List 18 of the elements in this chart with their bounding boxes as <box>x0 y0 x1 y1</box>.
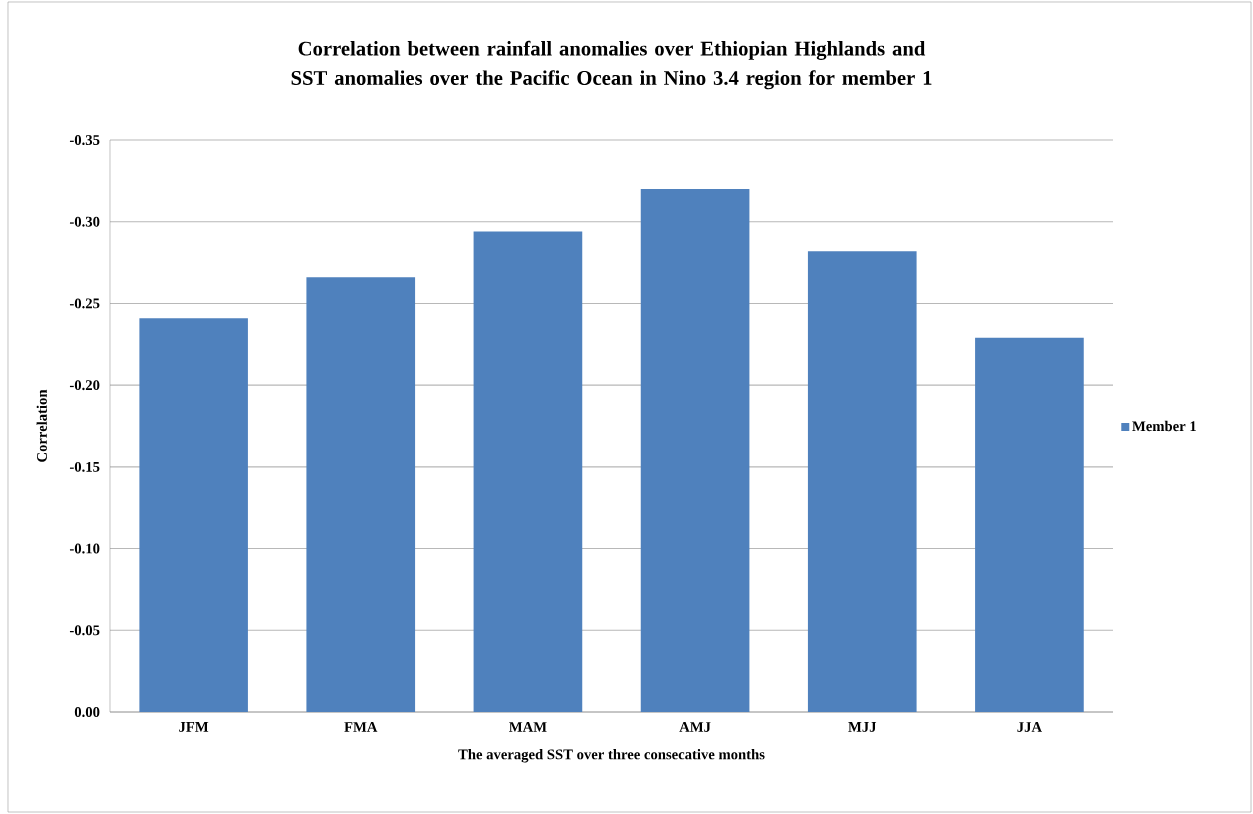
x-tick-label: MJJ <box>848 722 877 732</box>
chart-title: Correlation between rainfall anomalies over Ethiopian Highlands and SST anomalies over the Pacific Ocean in Nino 3.4 region for member 1 <box>291 40 932 90</box>
x-tick-label: FMA <box>344 722 378 732</box>
x-tick-label: AMJ <box>679 722 711 732</box>
y-tick-label: 0.00 <box>74 707 100 717</box>
x-tick-label: JFM <box>179 722 209 732</box>
x-tick-label: MAM <box>509 722 547 732</box>
y-tick-label: -0.30 <box>69 216 100 227</box>
y-tick-label: -0.15 <box>69 461 100 472</box>
y-tick-label: -0.20 <box>69 380 100 391</box>
y-axis-title: Correlation <box>36 389 47 462</box>
x-axis-title: The averaged SST over three consecative months <box>458 749 765 763</box>
x-tick-label: JJA <box>1017 722 1042 732</box>
y-tick-label: -0.35 <box>69 135 100 145</box>
y-tick-label: -0.10 <box>69 543 100 554</box>
y-tick-label: -0.25 <box>69 298 100 309</box>
y-tick-label: -0.05 <box>69 625 100 636</box>
legend-label: Member 1 <box>1132 420 1196 432</box>
